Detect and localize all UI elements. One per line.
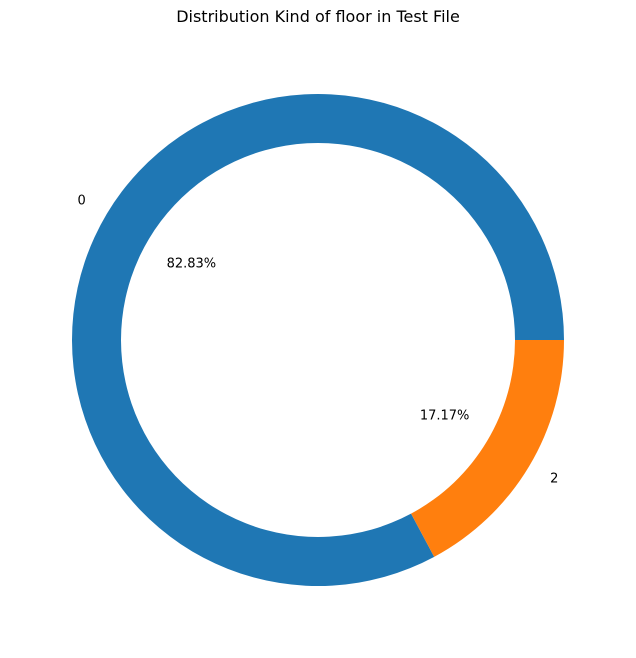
slice-label-0: 0 — [78, 194, 86, 209]
slice-label-2: 2 — [550, 471, 558, 486]
slice-pct-label-0: 82.83% — [167, 257, 217, 272]
slice-2 — [411, 340, 564, 557]
slices-group — [71, 93, 565, 586]
slice-pct-label-2: 17.17% — [420, 408, 470, 423]
labels-group: 0 82.83% 2 17.17% — [78, 194, 559, 487]
chart-title: Distribution Kind of floor in Test File — [176, 7, 460, 26]
